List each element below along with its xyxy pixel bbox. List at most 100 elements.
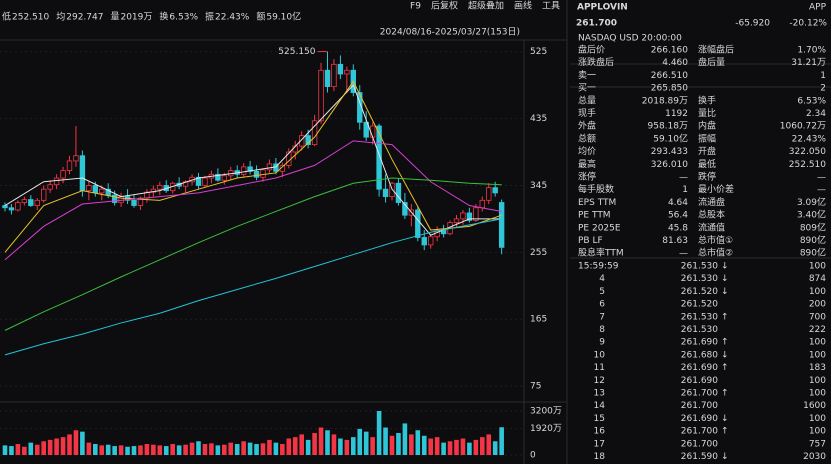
- field-label: 跌停: [698, 171, 716, 183]
- field-value: 81.63: [662, 236, 688, 246]
- field-value: —: [817, 173, 826, 183]
- tick-volume: 100: [809, 338, 826, 348]
- tick-volume: 100: [809, 427, 826, 437]
- tick-arrow: ↓: [721, 452, 729, 462]
- tick-time: 5: [599, 287, 605, 297]
- candle-body: [492, 187, 498, 194]
- candle-body: [28, 199, 34, 206]
- volume-bar: [47, 439, 53, 455]
- stat-value: 292.747: [66, 13, 103, 23]
- field-value: —: [679, 173, 688, 183]
- tick-volume: 100: [809, 287, 826, 297]
- candle-body: [53, 177, 60, 186]
- tick-time: 7: [599, 312, 605, 322]
- volume-bar: [138, 445, 143, 455]
- field-value: 4.64: [668, 198, 688, 208]
- field-label: 量比: [698, 107, 716, 119]
- tick-volume: 100: [809, 376, 826, 386]
- volume-bar: [305, 439, 311, 455]
- stock-name: APPLOVIN: [577, 3, 628, 13]
- tool-button[interactable]: 工具: [542, 1, 560, 12]
- tick-time: 8: [599, 325, 605, 335]
- volume-bar: [202, 444, 208, 455]
- tick-price: 261.530: [681, 325, 718, 335]
- annotation-label: 525.150: [278, 47, 315, 57]
- volume-bar: [351, 437, 356, 455]
- volume-bar: [131, 446, 137, 455]
- volume-bar: [228, 442, 234, 455]
- tick-arrow: ↓: [721, 262, 729, 272]
- moving-average: [4, 218, 502, 356]
- tick-arrow: ↓: [721, 274, 729, 284]
- field-value: 890亿: [800, 234, 826, 246]
- tick-arrow: ↑: [721, 338, 729, 348]
- field-label: 总市值②: [698, 247, 733, 259]
- field-label: 振幅: [698, 132, 716, 144]
- volume-bar: [183, 444, 188, 455]
- field-label: 现手: [578, 107, 596, 119]
- volume-bar: [125, 446, 130, 455]
- candle-body: [21, 199, 28, 203]
- volume-bar: [144, 444, 150, 455]
- tool-button[interactable]: 超级叠加: [468, 0, 504, 12]
- candle-body: [479, 199, 485, 209]
- volume-bar: [396, 433, 401, 455]
- field-value: 2.34: [806, 109, 826, 119]
- field-value: 6.53%: [797, 96, 826, 106]
- volume-bar: [473, 439, 479, 455]
- field-label: PE 2025E: [578, 223, 621, 233]
- volume-bar: [209, 443, 214, 455]
- stat-value: 6.53%: [169, 13, 198, 23]
- candle-body: [318, 69, 324, 122]
- field-value: 326.010: [651, 160, 688, 170]
- tick-volume: 100: [809, 262, 826, 272]
- tick-time: 11: [594, 363, 605, 373]
- stat-value: 2019万: [120, 13, 152, 23]
- volume-bar: [241, 441, 246, 455]
- volume-bar: [376, 411, 382, 455]
- stat-label: 额: [256, 11, 265, 23]
- candle-body: [92, 185, 98, 194]
- tick-volume: 100: [809, 389, 826, 399]
- candle-body: [486, 187, 492, 201]
- tool-button[interactable]: F9: [410, 2, 421, 12]
- y-tick-label: 75: [530, 382, 541, 392]
- stat-label: 均: [56, 11, 65, 23]
- candle-body: [427, 236, 434, 246]
- field-label: 总股本: [698, 209, 725, 221]
- y-tick-label: 1920万: [530, 424, 562, 434]
- field-label: 换手: [698, 94, 716, 106]
- stat-label: 低: [2, 11, 11, 23]
- tick-price: 261.530: [681, 274, 718, 284]
- tick-price: 261.700: [681, 427, 718, 437]
- field-value: 2018.89万: [642, 96, 688, 106]
- field-value: 31.21万: [791, 58, 826, 68]
- candle-body: [2, 205, 8, 209]
- tick-time: 6: [599, 300, 605, 310]
- field-value: 293.433: [651, 147, 688, 157]
- tick-price: 261.690: [681, 376, 718, 386]
- tick-arrow: ↑: [721, 363, 729, 373]
- volume-bar: [176, 445, 182, 455]
- volume-bar: [189, 442, 195, 455]
- field-label: 买一: [578, 83, 596, 94]
- volume-bar: [234, 444, 240, 455]
- candle-body: [66, 160, 73, 171]
- field-label: 盘后量: [698, 56, 725, 68]
- field-value: 1060.72万: [780, 122, 826, 132]
- tool-button[interactable]: 后复权: [431, 0, 458, 12]
- candle-body: [260, 169, 266, 178]
- tick-time: 15:59:59: [578, 262, 619, 272]
- tick-time: 4: [599, 274, 605, 284]
- volume-bar: [421, 435, 427, 455]
- tool-button[interactable]: 画线: [514, 0, 532, 12]
- volume-bar: [428, 438, 433, 455]
- candle-body: [8, 207, 15, 211]
- field-value: —: [679, 249, 688, 259]
- volume-bar: [402, 423, 408, 455]
- candle-body: [86, 185, 92, 192]
- stat-label: 换: [159, 11, 168, 23]
- volume-bar: [280, 444, 285, 455]
- volume-bar: [331, 434, 337, 455]
